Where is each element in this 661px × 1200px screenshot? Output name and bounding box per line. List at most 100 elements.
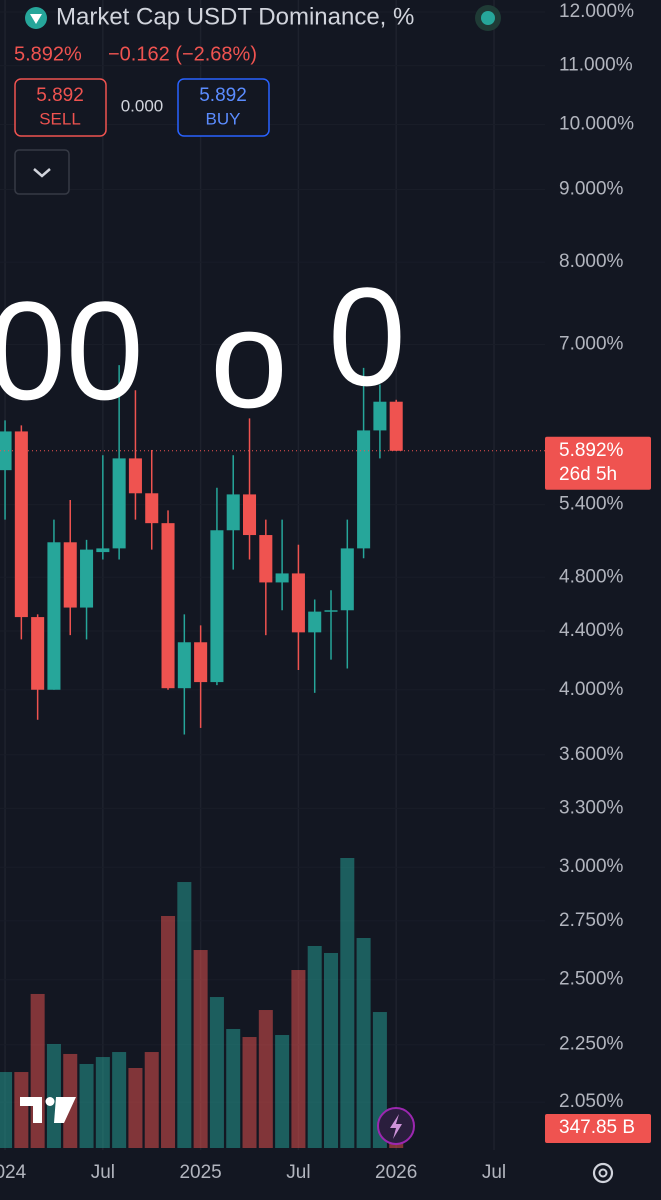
candle-body [291, 573, 305, 633]
settings-button[interactable] [592, 1162, 614, 1184]
x-tick-label: Jul [286, 1162, 310, 1183]
candle-body [210, 530, 224, 683]
x-tick-label: 2024 [0, 1162, 27, 1183]
candle-body [177, 642, 191, 689]
chart-title: Market Cap USDT Dominance, % [56, 3, 414, 30]
volume-bar [144, 1052, 159, 1148]
volume-bar [291, 970, 306, 1148]
y-tick-label: 3.000% [559, 856, 624, 877]
y-tick-label: 2.050% [559, 1091, 624, 1112]
volume-label-box [545, 1114, 651, 1143]
grid [4, 0, 495, 1150]
y-tick-label: 9.000% [559, 178, 624, 199]
volume-bar [30, 993, 45, 1148]
y-tick-label: 10.000% [559, 113, 634, 134]
candle-body [96, 548, 110, 553]
buy-button[interactable] [177, 78, 270, 137]
y-tick-label: 11.000% [559, 55, 633, 76]
volume-bar [112, 1052, 127, 1148]
sell-button[interactable] [14, 78, 107, 137]
y-tick-label: 2.250% [559, 1034, 624, 1055]
candle-body [324, 610, 338, 612]
candle-body [389, 401, 403, 451]
candle-body [340, 548, 354, 611]
volume-bar [258, 1010, 273, 1148]
y-tick-label: 2.500% [559, 969, 624, 990]
volume-bar [46, 1043, 61, 1148]
price-label-box [545, 436, 651, 490]
volume-bar [14, 1072, 29, 1148]
lightning-icon [390, 1114, 402, 1139]
buy-label: BUY [206, 109, 241, 128]
volume-pane [0, 858, 404, 1148]
y-tick-label: 4.000% [559, 679, 624, 700]
x-tick-label: 2026 [375, 1162, 417, 1183]
volume-bar [79, 1063, 94, 1148]
overlay-text: 00 [0, 272, 144, 429]
candle-body [47, 542, 61, 690]
candles [0, 365, 545, 735]
candle-body [275, 573, 289, 583]
volume-bar [226, 1028, 241, 1148]
price-label: 5.892% [559, 440, 624, 461]
price: 5.892% [14, 43, 82, 65]
candle-body [80, 549, 94, 608]
y-tick-label: 7.000% [559, 334, 624, 355]
overlay-text: o [210, 280, 288, 437]
candle-body [308, 611, 322, 633]
x-tick-label: Jul [482, 1162, 506, 1183]
candle-body [226, 494, 240, 531]
y-tick-label: 4.400% [559, 620, 624, 641]
candle-body [243, 494, 257, 536]
candle-body [357, 430, 371, 549]
y-tick-label: 3.600% [559, 744, 624, 765]
spread: 0.000 [121, 96, 164, 115]
candle-body [0, 431, 12, 471]
y-tick-label: 4.800% [559, 566, 624, 587]
status-dot [481, 11, 495, 25]
volume-bar [356, 938, 371, 1148]
candle-body [161, 523, 175, 689]
volume-bar [275, 1035, 290, 1148]
change: −0.162 (−2.68%) [108, 43, 257, 65]
volume-bar [324, 953, 339, 1148]
volume-bar [161, 915, 176, 1148]
y-tick-label: 3.300% [559, 797, 624, 818]
x-tick-label: Jul [91, 1162, 115, 1183]
volume-bar [193, 950, 208, 1148]
volume-bar [177, 882, 192, 1148]
chevron-icon [33, 168, 51, 178]
candle-body [31, 617, 45, 690]
candle-body [63, 542, 77, 608]
volume-bar [307, 945, 322, 1148]
candle-body [112, 458, 126, 549]
price-axis: 2024 Jul 2025 Jul 2026 Jul 12.000% 11.000% 10.00… [0, 1, 651, 1183]
volume-bar [128, 1068, 143, 1148]
sell-label: SELL [39, 109, 81, 128]
dropdown-button[interactable] [14, 149, 70, 195]
y-tick-label: 2.750% [559, 910, 624, 931]
y-tick-label: 12.000% [559, 1, 634, 22]
sell-price: 5.892 [36, 85, 84, 106]
volume-bar [242, 1037, 257, 1148]
candle-body [194, 642, 208, 683]
candle-body [14, 431, 28, 618]
x-tick-label: 2025 [179, 1162, 221, 1183]
candle-body [145, 493, 159, 524]
logo-glyph [30, 14, 42, 24]
candle-body [259, 535, 273, 583]
overlay-text: 0 [328, 258, 406, 415]
countdown: 26d 5h [559, 464, 617, 485]
volume-bar [340, 858, 355, 1148]
volume-bar [0, 1072, 13, 1148]
y-tick-label: 5.400% [559, 494, 624, 515]
tradingview-logo [20, 1097, 76, 1123]
volume-bar [209, 997, 224, 1148]
volume-label: 347.85 B [559, 1117, 635, 1138]
candle-body [128, 458, 142, 494]
buy-price: 5.892 [199, 85, 247, 106]
y-tick-label: 8.000% [559, 251, 624, 272]
candle-body [373, 401, 387, 431]
volume-bar [95, 1057, 110, 1148]
